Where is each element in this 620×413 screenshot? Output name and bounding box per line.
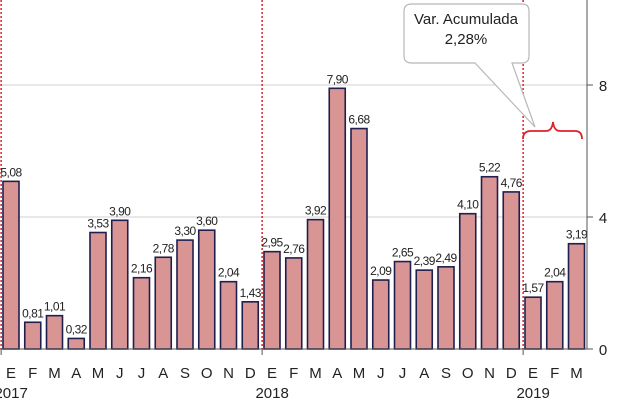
- month-tick-label: E: [6, 365, 16, 382]
- data-label: 2,78: [153, 241, 175, 255]
- month-tick-label: M: [309, 365, 322, 382]
- bar: [415, 269, 434, 350]
- data-label: 0,32: [66, 322, 88, 336]
- bar: [567, 242, 586, 350]
- brace-icon: [522, 121, 583, 140]
- callout-line2: 2,28%: [445, 31, 488, 48]
- bar: [502, 191, 521, 350]
- month-tick-label: S: [180, 365, 190, 382]
- bar: [197, 229, 216, 350]
- data-label: 2,16: [131, 262, 153, 276]
- bar: [67, 337, 86, 350]
- data-label: 2,65: [392, 246, 414, 260]
- month-tick-label: J: [377, 365, 385, 382]
- data-label: 2,04: [218, 266, 240, 280]
- month-tick-label: F: [289, 365, 298, 382]
- data-label: 5,22: [479, 161, 501, 175]
- bar: [263, 250, 281, 350]
- month-tick-label: E: [528, 365, 538, 382]
- bar: [132, 276, 151, 350]
- month-tick-label: S: [441, 365, 451, 382]
- month-tick-label: J: [399, 365, 407, 382]
- bar: [110, 219, 129, 350]
- bar: [89, 231, 107, 350]
- month-tick-label: E: [267, 365, 277, 382]
- data-label: 4,76: [501, 176, 523, 190]
- data-label: 2,39: [414, 254, 436, 268]
- data-label: 0,81: [22, 306, 44, 320]
- month-tick-label: M: [570, 365, 583, 382]
- bar: [45, 314, 64, 350]
- year-label: 2018: [255, 385, 288, 402]
- data-label: 2,49: [435, 251, 457, 265]
- month-tick-label: D: [245, 365, 256, 382]
- month-tick-label: O: [201, 365, 213, 382]
- month-tick-label: A: [158, 365, 168, 382]
- data-label: 2,04: [544, 266, 566, 280]
- year-label: 2019: [516, 385, 549, 402]
- month-tick-label: M: [48, 365, 61, 382]
- month-tick-label: A: [419, 365, 429, 382]
- data-label: 1,01: [44, 300, 66, 314]
- y-tick-label: 0: [599, 342, 607, 359]
- data-label: 3,60: [196, 214, 218, 228]
- callout-line1: Var. Acumulada: [414, 11, 519, 28]
- callout-bubble: [403, 3, 536, 128]
- data-label: 1,57: [522, 281, 544, 295]
- bar: [23, 321, 42, 350]
- data-label: 3,30: [174, 224, 196, 238]
- month-tick-label: F: [28, 365, 37, 382]
- month-tick-label: M: [92, 365, 105, 382]
- y-axis: 0 4 8: [586, 0, 607, 359]
- bar: [176, 239, 194, 350]
- bar: [480, 175, 499, 350]
- bar: [545, 280, 564, 350]
- month-tick-label: A: [71, 365, 81, 382]
- month-tick-label: J: [116, 365, 124, 382]
- data-label: 7,90: [327, 72, 349, 86]
- month-tick-label: O: [462, 365, 474, 382]
- bar: [2, 180, 20, 350]
- data-label: 2,09: [370, 264, 392, 278]
- data-label: 3,92: [305, 204, 327, 218]
- bar: [524, 296, 542, 350]
- data-label: 5,08: [0, 165, 22, 179]
- data-label: 3,90: [109, 204, 131, 218]
- year-label: 2017: [0, 385, 28, 402]
- data-label: 2,95: [261, 236, 283, 250]
- month-tick-label: F: [550, 365, 559, 382]
- month-tick-label: N: [484, 365, 495, 382]
- data-label: 4,10: [457, 198, 479, 212]
- bar: [328, 87, 347, 350]
- data-label: 3,53: [87, 217, 109, 231]
- bar: [219, 280, 238, 350]
- y-tick-label: 4: [599, 210, 607, 227]
- gridlines: [0, 84, 587, 218]
- bar: [371, 279, 390, 350]
- bars: [2, 87, 586, 350]
- bar: [241, 301, 260, 350]
- month-tick-label: M: [353, 365, 366, 382]
- x-axis: EFMAMJJASONDEFMAMJJASONDEFM201720182019: [0, 348, 587, 402]
- bar: [437, 266, 455, 350]
- bar: [458, 212, 477, 350]
- y-tick-label: 8: [599, 78, 607, 95]
- month-tick-label: D: [506, 365, 517, 382]
- month-tick-label: N: [223, 365, 234, 382]
- annotation-callout: Var. Acumulada 2,28%: [403, 3, 583, 140]
- bar: [306, 218, 325, 350]
- month-tick-label: J: [138, 365, 146, 382]
- data-label: 1,43: [240, 286, 262, 300]
- bar: [284, 257, 303, 350]
- data-label: 2,76: [283, 242, 305, 256]
- bar: [154, 256, 173, 350]
- bar: [393, 260, 412, 350]
- data-label: 6,68: [348, 113, 370, 127]
- month-tick-label: A: [332, 365, 342, 382]
- data-labels: 5,08 0,81 1,010,32 3,533,90 2,162,78 3,303,60…: [0, 72, 588, 336]
- bar: [350, 127, 368, 350]
- data-label: 3,19: [566, 228, 588, 242]
